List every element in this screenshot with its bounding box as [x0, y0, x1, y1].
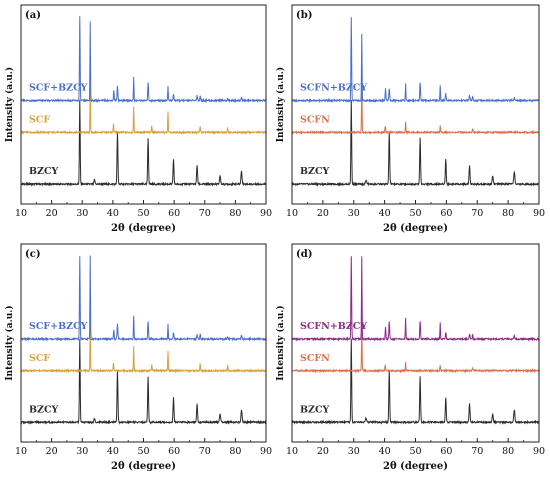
series-group: [292, 17, 539, 187]
x-tick-label: 60: [440, 208, 452, 219]
x-tick-label: 50: [137, 208, 149, 219]
series-label-bzcy: BZCY: [29, 166, 59, 177]
x-tick-label: 40: [379, 446, 391, 457]
series-line-scfn-bzcy: [292, 17, 539, 104]
series-label-scfn-bzcy: SCFN+BZCY: [300, 321, 367, 332]
series-group: [292, 256, 539, 425]
series-label-scf: SCF: [29, 353, 50, 364]
panel-b: BZCY SCFN SCFN+BZCY 10 20 30 40 50 60 70 80 90 2θ (d…: [275, 4, 545, 234]
panel-d: BZCY SCFN SCFN+BZCY 10 20 30 40 50 60 70 80 90 2θ (d…: [275, 243, 545, 472]
x-tick-label: 80: [502, 208, 514, 219]
x-tick-label: 60: [440, 446, 452, 457]
x-tick-label: 30: [76, 446, 88, 457]
x-tick-label: 80: [502, 446, 514, 457]
y-axis-title: Intensity (a.u.): [275, 305, 286, 380]
x-tick-label: 20: [317, 446, 329, 457]
panel-label: (c): [25, 249, 41, 260]
series-line-scfn: [292, 82, 539, 135]
series-line-bzcy: [292, 100, 539, 187]
x-tick-label: 40: [107, 208, 119, 219]
x-tick-label: 10: [286, 208, 298, 219]
series-label-bzcy: BZCY: [300, 166, 330, 177]
x-tick-label: 10: [15, 208, 27, 219]
x-tick-label: 90: [260, 208, 272, 219]
x-tick-label: 20: [46, 208, 58, 219]
x-tick-label: 70: [471, 446, 483, 457]
x-tick-label: 80: [229, 208, 241, 219]
x-tick-label: 60: [168, 446, 180, 457]
x-tick-label: 90: [533, 446, 545, 457]
x-axis-title: 2θ (degree): [383, 223, 448, 234]
x-tick-label: 80: [229, 446, 241, 457]
x-tick-label: 70: [471, 208, 483, 219]
x-tick-label: 20: [317, 208, 329, 219]
series-label-scfn: SCFN: [300, 353, 330, 364]
x-axis-title: 2θ (degree): [383, 461, 448, 472]
series-group: [21, 255, 266, 425]
series-label-scf: SCF: [29, 114, 50, 125]
series-line-scfn-bzcy: [292, 256, 539, 342]
series-line-scf-bzcy: [21, 16, 266, 104]
x-axis-title: 2θ (degree): [111, 223, 176, 234]
x-tick-label: 50: [409, 446, 421, 457]
series-line-scf: [21, 324, 266, 374]
panel-label: (d): [296, 249, 312, 260]
series-line-bzcy: [21, 339, 266, 425]
series-line-bzcy: [292, 338, 539, 425]
x-tick-label: 30: [348, 446, 360, 457]
x-tick-label: 90: [260, 446, 272, 457]
panel-a: BZCY SCF SCF+BZCY 10 20 30 40 50 60 70 80 90 2θ (deg…: [4, 4, 272, 234]
x-tick-label: 90: [533, 208, 545, 219]
x-tick-label: 60: [168, 208, 180, 219]
panel-c: BZCY SCF SCF+BZCY 10 20 30 40 50 60 70 80 90 2θ (deg…: [4, 243, 272, 472]
series-label-scfn-bzcy: SCFN+BZCY: [300, 83, 367, 94]
series-label-bzcy: BZCY: [29, 404, 59, 415]
series-line-scf: [21, 86, 266, 136]
x-tick-label: 30: [348, 208, 360, 219]
x-tick-label: 70: [199, 446, 211, 457]
y-axis-title: Intensity (a.u.): [4, 305, 15, 380]
series-label-bzcy: BZCY: [300, 404, 330, 415]
panel-label: (a): [25, 10, 41, 21]
x-tick-label: 10: [15, 446, 27, 457]
series-label-scf-bzcy: SCF+BZCY: [29, 83, 88, 94]
x-axis-title: 2θ (degree): [111, 461, 176, 472]
x-tick-label: 30: [76, 208, 88, 219]
y-axis-title: Intensity (a.u.): [4, 67, 15, 142]
panel-label: (b): [296, 10, 312, 21]
x-tick-label: 40: [107, 446, 119, 457]
series-group: [21, 16, 266, 187]
x-tick-label: 70: [199, 208, 211, 219]
y-axis-title: Intensity (a.u.): [275, 67, 286, 142]
x-tick-label: 50: [137, 446, 149, 457]
series-line-scfn: [292, 324, 539, 374]
x-tick-label: 40: [379, 208, 391, 219]
series-line-scf-bzcy: [21, 255, 266, 342]
x-tick-label: 10: [286, 446, 298, 457]
series-label-scfn: SCFN: [300, 114, 330, 125]
x-tick-label: 20: [46, 446, 58, 457]
series-line-bzcy: [21, 99, 266, 187]
x-tick-label: 50: [409, 208, 421, 219]
series-label-scf-bzcy: SCF+BZCY: [29, 321, 88, 332]
